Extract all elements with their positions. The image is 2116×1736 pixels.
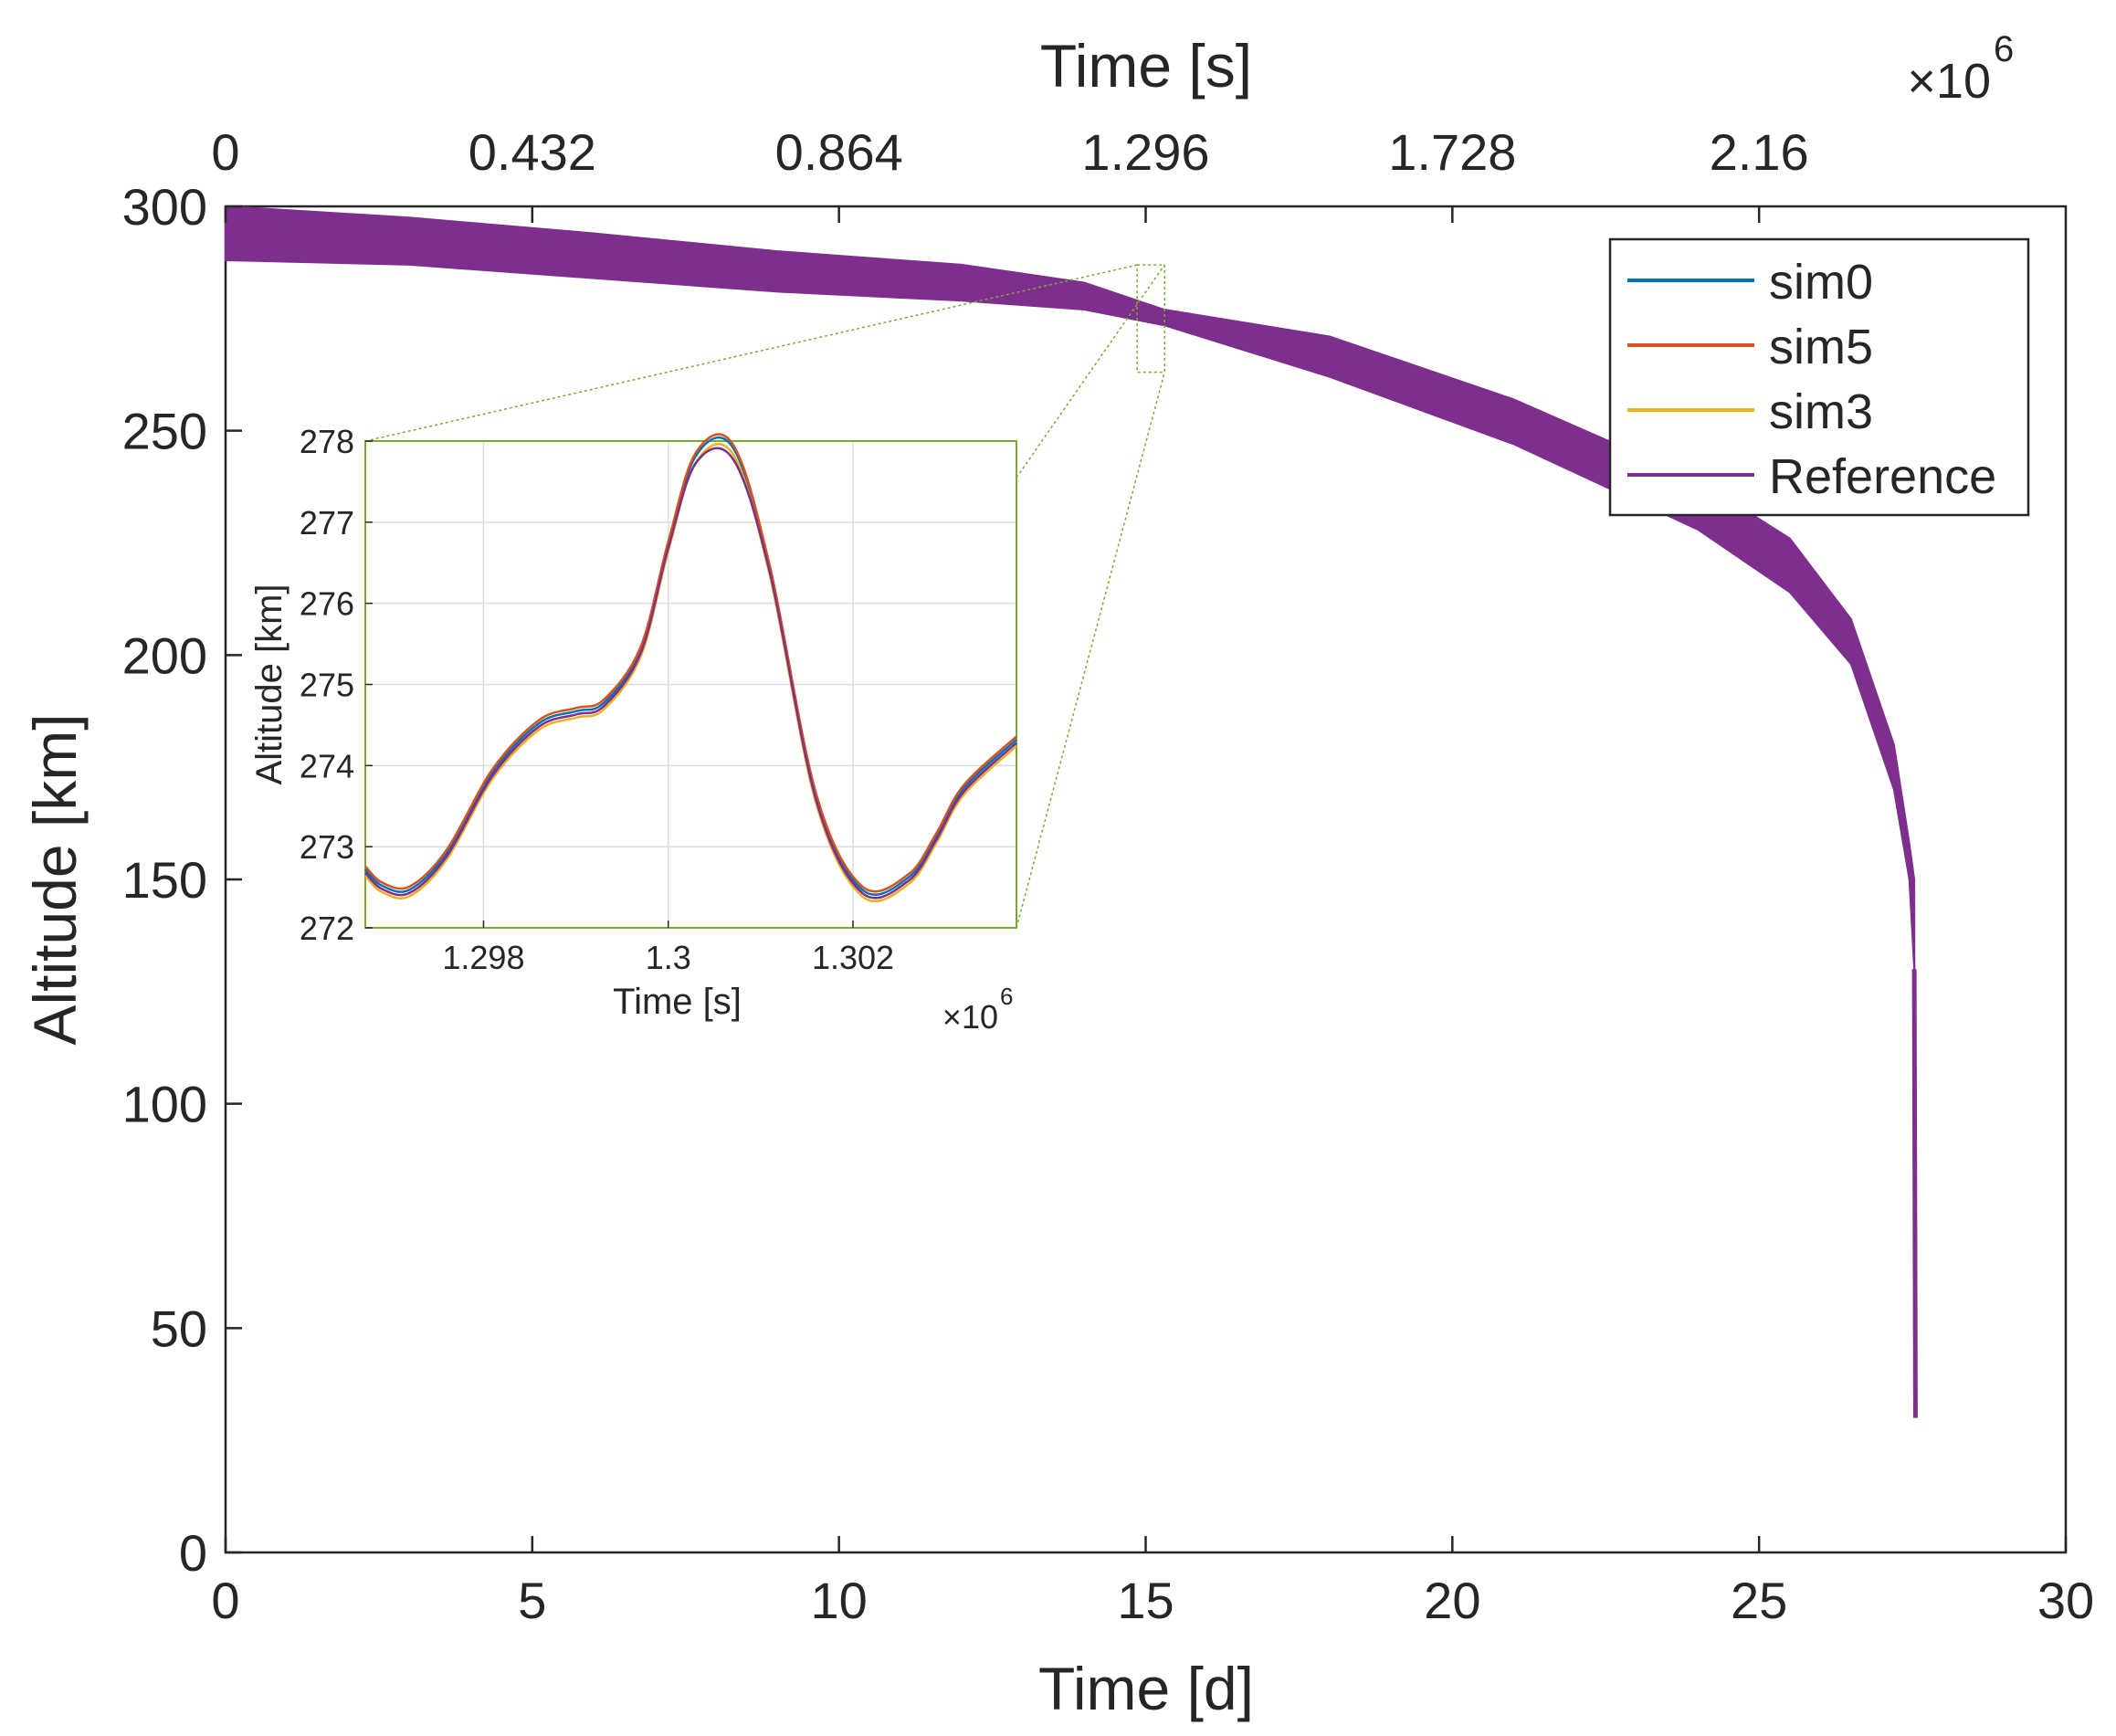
y-tick-label: 0 (179, 1524, 207, 1582)
inset-y-tick-label: 274 (300, 747, 354, 784)
top-tick-label: 1.728 (1388, 123, 1516, 181)
zoom-box (1136, 264, 1165, 374)
x-tick-label: 30 (2037, 1572, 2094, 1629)
x-tick-label: 10 (811, 1572, 868, 1629)
inset-y-tick-label: 277 (300, 504, 354, 542)
inset-x-axis-label: Time [s] (613, 982, 742, 1022)
inset-exponent-power: 6 (1000, 983, 1013, 1010)
x-axis-label: Time [d] (1038, 1655, 1254, 1722)
x-tick-label: 15 (1117, 1572, 1174, 1629)
inset-exponent-base: ×10 (942, 998, 998, 1036)
top-tick-label: 2.16 (1710, 123, 1809, 181)
top-axis-label: Time [s] (1040, 32, 1252, 100)
inset-y-tick-label: 278 (300, 423, 354, 460)
top-tick-label: 0.432 (468, 123, 596, 181)
top-exponent-base: ×10 (1907, 54, 1991, 109)
top-tick-label: 0 (211, 123, 239, 181)
inset-y-tick-label: 272 (300, 910, 354, 947)
inset-series-sim5 (364, 433, 1017, 893)
inset-y-tick-label: 273 (300, 828, 354, 866)
inset-series-reference (364, 447, 1017, 900)
y-tick-label: 50 (151, 1299, 207, 1357)
zoom-connector (364, 264, 1138, 442)
x-tick-label: 25 (1731, 1572, 1787, 1629)
legend-label-sim5: sim5 (1769, 320, 1873, 374)
zoom-connector (1016, 264, 1165, 479)
reference-descent-line (1911, 969, 1918, 1418)
top-tick-label: 1.296 (1081, 123, 1209, 181)
inset-y-tick-label: 276 (300, 585, 354, 623)
legend: sim0 sim5 sim3 Reference (1608, 237, 2030, 517)
main-series-layer (225, 205, 1918, 1418)
legend-box (1608, 237, 2030, 517)
zoom-connector (1016, 372, 1165, 929)
zoom-indicator (364, 264, 1165, 929)
top-exponent-power: 6 (1994, 29, 2014, 69)
y-tick-label: 100 (122, 1076, 207, 1133)
y-tick-label: 300 (122, 178, 207, 236)
y-tick-label: 200 (122, 626, 207, 684)
x-tick-label: 5 (518, 1572, 546, 1629)
inset-x-tick-label: 1.298 (442, 939, 524, 976)
inset-chart: 1.298 1.3 1.302 272 273 274 275 276 277 278 Time [… (249, 423, 1017, 1036)
top-axis-exponent: ×10 6 (1907, 29, 2014, 109)
legend-label-sim0: sim0 (1769, 255, 1873, 310)
y-tick-label: 250 (122, 403, 207, 460)
x-tick-label: 0 (211, 1572, 239, 1629)
y-axis-label: Altitude [km] (21, 713, 89, 1045)
inset-x-tick-label: 1.3 (646, 939, 691, 976)
legend-label-reference: Reference (1769, 449, 1996, 504)
x-tick-label: 20 (1424, 1572, 1480, 1629)
legend-label-sim3: sim3 (1769, 384, 1873, 439)
inset-y-axis-label: Altitude [km] (249, 584, 290, 784)
top-tick-label: 0.864 (775, 123, 903, 181)
inset-y-tick-label: 275 (300, 667, 354, 704)
inset-x-tick-label: 1.302 (812, 939, 894, 976)
y-tick-label: 150 (122, 851, 207, 909)
